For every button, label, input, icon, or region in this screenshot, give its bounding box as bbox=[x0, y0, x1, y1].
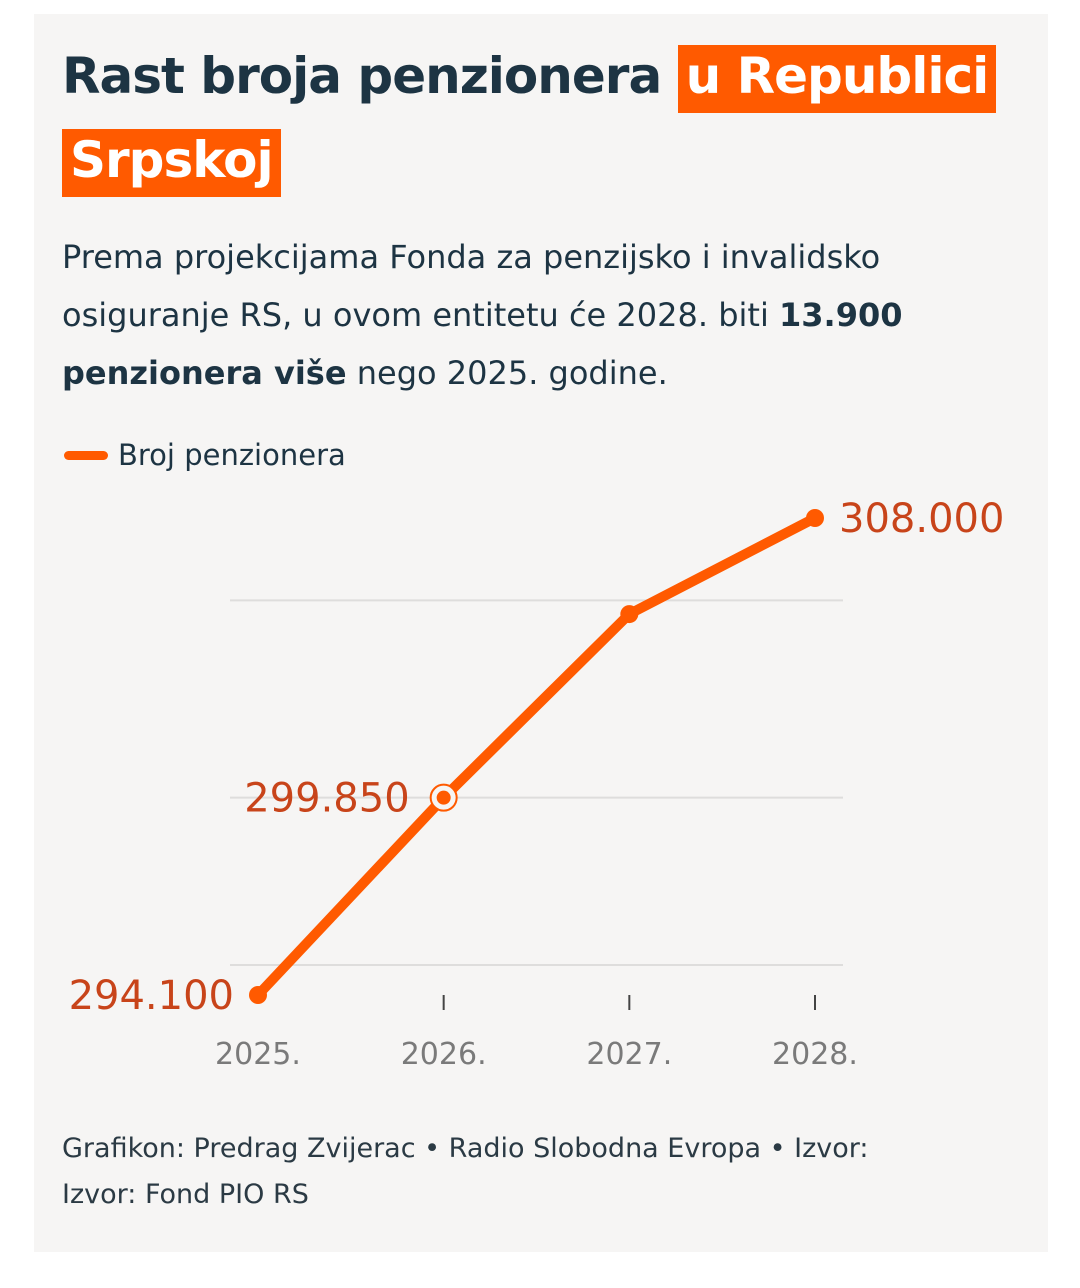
data-point bbox=[249, 986, 267, 1004]
footer-credit: Grafikon: Predrag Zvijerac • Radio Slobo… bbox=[62, 1133, 869, 1164]
chart-title: Rast broja penzionera u Republici Srpsko… bbox=[62, 34, 1022, 202]
chart-card bbox=[34, 14, 1048, 1252]
data-point bbox=[620, 605, 639, 624]
legend: Broj penzionera bbox=[64, 438, 346, 472]
footer-source: Izvor: Fond PIO RS bbox=[62, 1179, 309, 1210]
subtitle-text: Prema projekcijama Fonda za penzijsko i … bbox=[62, 238, 881, 334]
x-tick-label: 2027. bbox=[586, 1037, 672, 1072]
legend-swatch bbox=[64, 450, 108, 460]
x-tick-label: 2026. bbox=[401, 1037, 487, 1072]
subtitle-tail: nego 2025. godine. bbox=[346, 354, 668, 392]
data-label: 308.000 bbox=[839, 496, 1004, 542]
data-label: 299.850 bbox=[244, 776, 409, 822]
series-line bbox=[253, 513, 820, 1000]
x-tick-label: 2028. bbox=[772, 1037, 858, 1072]
data-label: 294.100 bbox=[69, 973, 234, 1019]
chart-footer: Grafikon: Predrag Zvijerac • Radio Slobo… bbox=[62, 1126, 1022, 1218]
data-point bbox=[806, 509, 824, 527]
chart-subtitle: Prema projekcijama Fonda za penzijsko i … bbox=[62, 228, 1032, 402]
subtitle-bold: 13.900 penzionera više bbox=[62, 296, 903, 392]
x-tick-label: 2025. bbox=[215, 1037, 301, 1072]
legend-label: Broj penzionera bbox=[118, 438, 346, 472]
data-point bbox=[436, 790, 451, 805]
title-main: Rast broja penzionera bbox=[62, 47, 678, 105]
